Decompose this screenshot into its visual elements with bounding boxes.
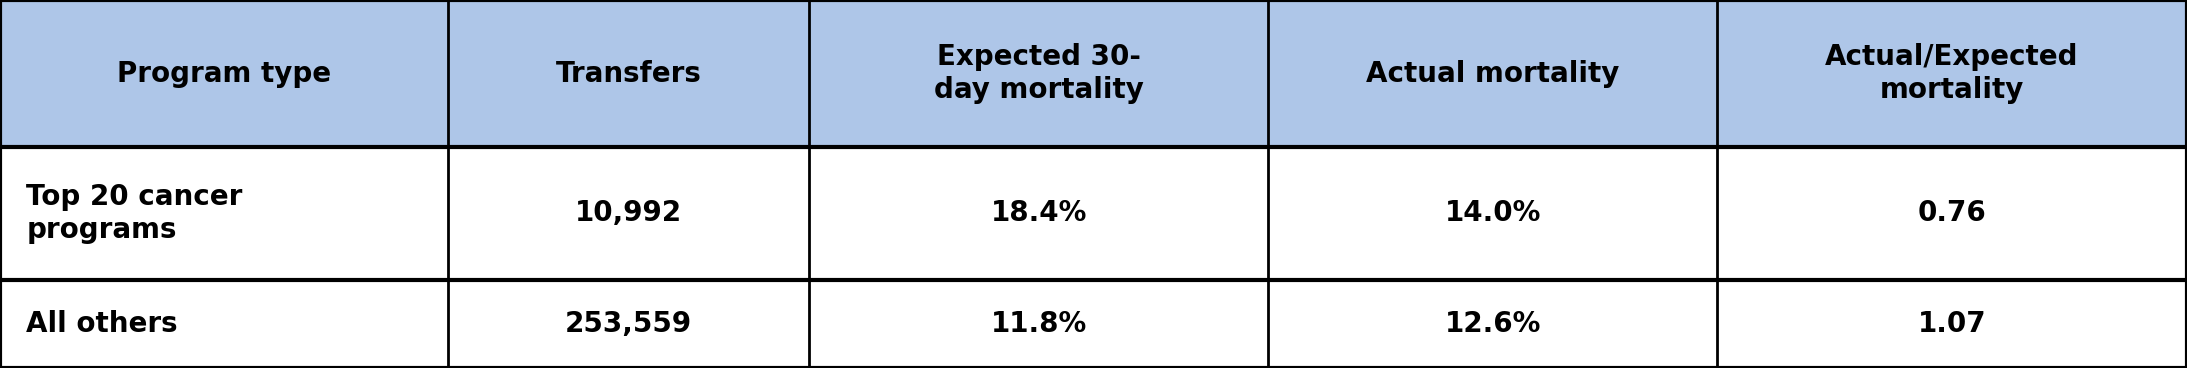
Text: Expected 30-
day mortality: Expected 30- day mortality bbox=[934, 43, 1144, 105]
Text: 1.07: 1.07 bbox=[1918, 310, 1986, 338]
Bar bbox=[1717, 147, 2187, 280]
Text: Actual/Expected
mortality: Actual/Expected mortality bbox=[1826, 43, 2078, 105]
Bar bbox=[809, 0, 1268, 147]
Text: 0.76: 0.76 bbox=[1918, 199, 1986, 227]
Bar bbox=[1268, 0, 1717, 147]
Bar bbox=[448, 0, 809, 147]
Text: 10,992: 10,992 bbox=[575, 199, 682, 227]
Bar bbox=[448, 147, 809, 280]
Text: Actual mortality: Actual mortality bbox=[1367, 60, 1618, 88]
Bar bbox=[1268, 147, 1717, 280]
Text: Program type: Program type bbox=[118, 60, 330, 88]
Text: Top 20 cancer
programs: Top 20 cancer programs bbox=[26, 183, 243, 244]
Text: 253,559: 253,559 bbox=[564, 310, 693, 338]
Bar bbox=[809, 280, 1268, 368]
Bar bbox=[0, 0, 448, 147]
Text: Transfers: Transfers bbox=[555, 60, 702, 88]
Bar bbox=[0, 280, 448, 368]
Bar bbox=[448, 280, 809, 368]
Text: 12.6%: 12.6% bbox=[1443, 310, 1542, 338]
Bar bbox=[809, 147, 1268, 280]
Text: 11.8%: 11.8% bbox=[991, 310, 1087, 338]
Text: 18.4%: 18.4% bbox=[991, 199, 1087, 227]
Text: All others: All others bbox=[26, 310, 177, 338]
Bar bbox=[1717, 0, 2187, 147]
Bar bbox=[1717, 280, 2187, 368]
Text: 14.0%: 14.0% bbox=[1443, 199, 1542, 227]
Bar bbox=[0, 147, 448, 280]
Bar bbox=[1268, 280, 1717, 368]
